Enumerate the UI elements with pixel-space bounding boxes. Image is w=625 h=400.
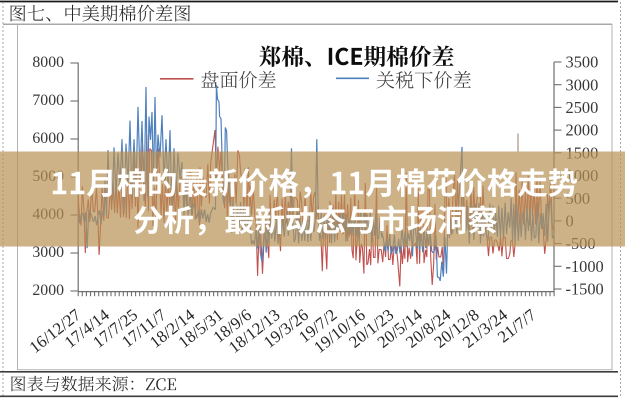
svg-text:3000: 3000 — [566, 75, 599, 94]
svg-text:2000: 2000 — [32, 282, 64, 299]
svg-text:2500: 2500 — [566, 98, 599, 117]
svg-text:8000: 8000 — [32, 54, 64, 71]
svg-text:-1500: -1500 — [566, 280, 604, 299]
svg-text:3500: 3500 — [566, 53, 599, 72]
svg-text:3000: 3000 — [32, 244, 64, 261]
svg-text:2000: 2000 — [566, 121, 599, 140]
svg-text:7000: 7000 — [32, 92, 64, 109]
svg-text:6000: 6000 — [32, 130, 64, 147]
svg-text:-1000: -1000 — [566, 257, 604, 276]
